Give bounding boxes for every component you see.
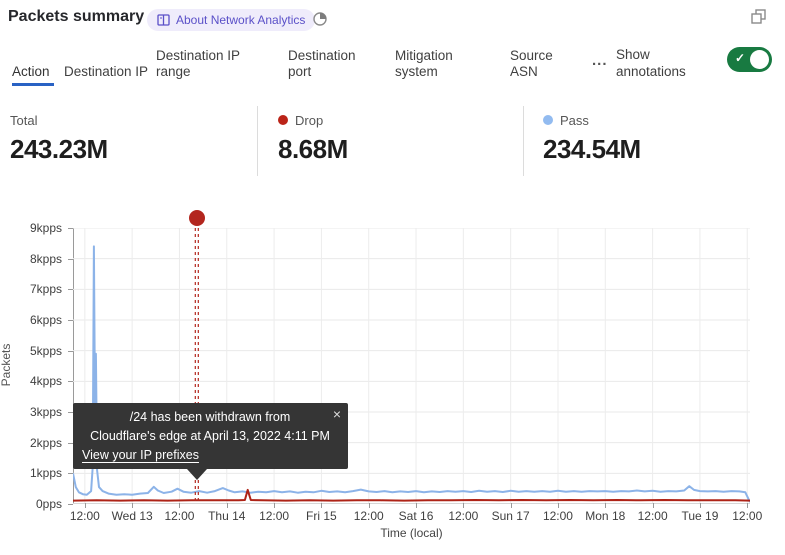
x-tick-mark	[132, 503, 134, 508]
x-tick-label: 12:00	[637, 509, 668, 523]
toggle-knob	[750, 50, 769, 69]
tooltip-line2: Cloudflare's edge at April 13, 2022 4:11…	[90, 429, 330, 443]
y-tick-mark	[68, 258, 73, 260]
close-icon[interactable]: ×	[332, 406, 341, 422]
drop-series-line	[73, 488, 750, 502]
y-tick-mark	[68, 228, 73, 229]
drop-legend-dot	[278, 115, 288, 125]
pass-series-line	[73, 245, 750, 503]
tab-destination-port[interactable]: Destination port	[288, 48, 356, 79]
stat-divider	[257, 106, 258, 176]
tooltip-arrow	[187, 469, 207, 480]
x-tick-mark	[605, 503, 607, 508]
x-tick-mark	[557, 503, 559, 508]
stat-divider	[523, 106, 524, 176]
x-tick-label: Mon 18	[585, 509, 626, 523]
annotation-marker-dot[interactable]	[188, 210, 205, 226]
tab-destination-ip[interactable]: Destination IP	[64, 64, 149, 79]
x-tick-mark	[368, 503, 370, 508]
stat-drop-label: Drop	[295, 112, 324, 128]
y-tick-label: 4kpps	[29, 374, 62, 389]
y-tick-label: 6kpps	[29, 313, 62, 327]
y-tick-mark	[68, 320, 73, 321]
x-tick-label: 12:00	[353, 509, 384, 523]
page-title: Packets summary	[8, 8, 145, 25]
x-tick-mark	[510, 503, 512, 508]
y-tick-label: 5kpps	[29, 343, 62, 358]
stat-pass-value: 234.54M	[543, 134, 641, 164]
badge-label: About Network Analytics	[176, 13, 306, 27]
show-annotations-toggle[interactable]: ✓	[727, 47, 772, 72]
x-tick-mark	[321, 503, 323, 508]
y-tick-label: 7kpps	[29, 282, 62, 297]
more-tabs-button[interactable]: ...	[592, 52, 608, 69]
annotation-tooltip: /24 has been withdrawn from Cloudflare's…	[73, 403, 348, 480]
x-tick-mark	[84, 503, 86, 508]
view-ip-prefixes-link[interactable]: View your IP prefixes	[82, 448, 199, 462]
y-tick-mark	[68, 350, 73, 352]
x-tick-mark	[699, 503, 701, 508]
tooltip-line1: /24 has been withdrawn from	[129, 410, 291, 424]
x-tick-label: Thu 14	[208, 509, 246, 523]
y-tick-label: 9kpps	[29, 221, 62, 235]
x-tick-label: Sun 17	[491, 509, 530, 523]
stat-total-label: Total	[10, 112, 38, 128]
x-tick-mark	[274, 503, 276, 508]
stat-total: Total 243.23M	[10, 112, 108, 165]
x-tick-label: 12:00	[164, 509, 195, 523]
x-tick-label: Wed 13	[111, 509, 153, 523]
x-tick-label: Sat 16	[398, 509, 434, 523]
stat-total-value: 243.23M	[10, 134, 108, 164]
y-tick-label: 1kpps	[29, 466, 62, 481]
y-tick-mark	[68, 504, 73, 505]
x-tick-label: 12:00	[542, 509, 573, 523]
check-icon: ✓	[735, 51, 746, 65]
show-annotations-label: Show annotations	[616, 47, 686, 79]
x-tick-label: 12:00	[259, 509, 290, 523]
y-tick-mark	[68, 381, 73, 383]
y-tick-mark	[68, 289, 73, 291]
x-tick-mark	[747, 503, 749, 508]
y-tick-label: 8kpps	[29, 251, 62, 266]
x-tick-label: 12:00	[732, 509, 763, 523]
stat-drop: Drop 8.68M	[278, 112, 348, 165]
stat-pass: Pass 234.54M	[543, 112, 641, 165]
x-tick-mark	[226, 503, 228, 508]
x-tick-mark	[416, 503, 418, 508]
x-tick-label: Tue 19	[681, 509, 719, 523]
pie-chart-icon	[312, 11, 328, 32]
y-tick-mark	[68, 473, 73, 475]
x-tick-mark	[179, 503, 181, 508]
stat-drop-value: 8.68M	[278, 134, 348, 164]
y-tick-mark	[68, 412, 73, 413]
x-tick-label: Fri 15	[306, 509, 337, 523]
y-tick-label: 0pps	[35, 497, 62, 511]
y-tick-label: 2kpps	[29, 435, 62, 450]
expand-icon[interactable]	[750, 8, 768, 31]
tab-mitigation-system[interactable]: Mitigation system	[395, 48, 453, 79]
x-tick-label: 12:00	[69, 509, 100, 523]
book-icon	[157, 14, 170, 26]
tab-destination-ip-range[interactable]: Destination IP range	[156, 48, 240, 79]
y-tick-mark	[68, 442, 73, 444]
x-axis-title: Time (local)	[380, 526, 443, 540]
tab-source-asn[interactable]: Source ASN	[510, 48, 553, 79]
about-network-analytics-badge[interactable]: About Network Analytics	[147, 9, 316, 31]
x-tick-mark	[463, 503, 465, 508]
x-tick-label: 12:00	[448, 509, 479, 523]
y-tick-label: 3kpps	[29, 405, 62, 419]
tab-action[interactable]: Action	[12, 46, 56, 86]
pass-legend-dot	[543, 115, 553, 125]
x-tick-mark	[652, 503, 654, 508]
y-axis-line	[73, 228, 74, 504]
stat-pass-label: Pass	[560, 112, 589, 128]
